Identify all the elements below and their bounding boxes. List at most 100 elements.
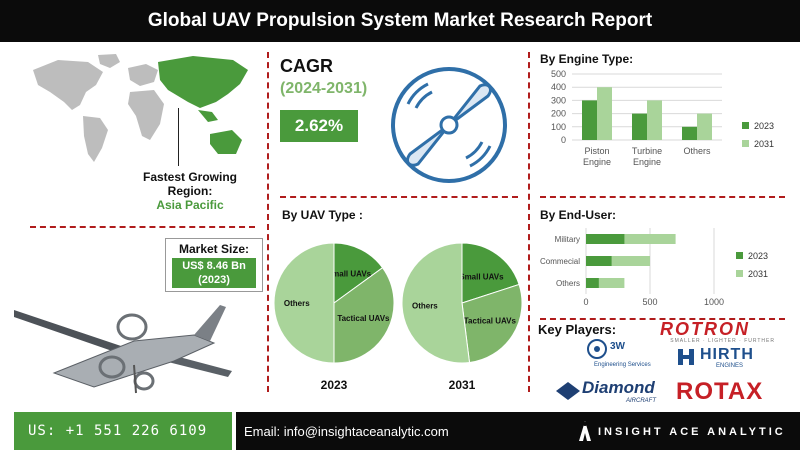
pie-slice-label: Tactical UAVs <box>464 317 517 326</box>
footer-info-bar <box>236 412 800 450</box>
market-size-year: (2023) <box>198 274 230 286</box>
enduser-legend-swatch <box>736 270 743 277</box>
engine-legend-swatch <box>742 140 749 147</box>
enduser-x-tick: 1000 <box>704 297 724 307</box>
pie-slice <box>461 283 523 364</box>
engine-x-label: Piston <box>584 146 609 156</box>
engine-y-tick: 200 <box>551 109 566 119</box>
uav-rotor-2 <box>98 355 126 379</box>
pie-slice-label: Others <box>412 301 438 310</box>
key-players-title: Key Players: <box>538 322 617 337</box>
uav-landing-gear <box>133 364 137 394</box>
diamond-logo-mark <box>556 382 580 400</box>
engine-y-tick: 400 <box>551 82 566 92</box>
pie-year-label: 2031 <box>449 378 476 392</box>
enduser-legend-label: 2023 <box>748 251 768 261</box>
uav-wing-left <box>14 310 124 353</box>
pie-slice <box>461 242 520 304</box>
hirth-logo-mark <box>678 349 694 365</box>
enduser-x-tick: 500 <box>642 297 657 307</box>
footer-phone-bar <box>14 412 232 450</box>
uav-rotor-1 <box>116 313 148 341</box>
market-size-label: Market Size: <box>178 242 250 256</box>
enduser-bar-2031 <box>586 256 650 266</box>
enduser-y-label: Commecial <box>540 257 580 266</box>
enduser-legend-swatch <box>736 252 743 259</box>
map-europe <box>128 64 158 86</box>
pie-slice-label: Tactical UAVs <box>337 314 390 323</box>
map-asia-pacific <box>158 56 248 108</box>
engine-bar-2031 <box>597 87 612 140</box>
uav-aircraft-image <box>14 305 232 394</box>
engine-y-tick: 300 <box>551 95 566 105</box>
pie-slice-label: Small UAVs <box>459 272 504 281</box>
map-north-america <box>33 60 103 110</box>
engine-legend-label: 2031 <box>754 139 774 149</box>
engine-x-label: Engine <box>633 157 661 167</box>
rotron-tagline: SMALLER · LIGHTER · FURTHER <box>670 338 775 344</box>
rotron-logo-text: ROTRON <box>660 319 750 339</box>
hirth-logo: HIRTH ENGINES <box>676 346 776 370</box>
engine-legend-swatch <box>742 122 749 129</box>
engine-bar-2031 <box>647 100 662 140</box>
diamond-logo-text: Diamond <box>582 378 655 397</box>
pie-slice <box>333 267 395 364</box>
cagr-label: CAGR <box>280 56 333 76</box>
enduser-bar-2023-front <box>586 256 612 266</box>
diamond-tagline: AIRCRAFT <box>626 398 656 404</box>
engine-y-tick: 0 <box>561 135 566 145</box>
market-size-value: US$ 8.46 Bn <box>182 260 246 272</box>
propeller-icon <box>391 67 507 183</box>
uav-rotor-3 <box>133 371 155 391</box>
divider-left <box>267 52 269 392</box>
footer-phone[interactable]: US: +1 551 226 6109 <box>28 423 208 439</box>
pie-slice <box>401 242 471 364</box>
uav-tail <box>194 305 226 341</box>
engine-x-label: Engine <box>583 157 611 167</box>
uav-fuselage <box>52 334 216 388</box>
enduser-x-tick: 0 <box>583 297 588 307</box>
map-australia <box>210 130 242 154</box>
fastest-growing-label: Fastest Growing Region: <box>142 170 237 198</box>
engine-bar-2023 <box>582 100 597 140</box>
enduser-y-label: Others <box>556 279 580 288</box>
region-pointer-line <box>178 108 179 166</box>
rotax-logo: ROTAX <box>676 378 764 405</box>
engine-legend-label: 2023 <box>754 121 774 131</box>
footer-brand: INSIGHT ACE ANALYTIC <box>598 426 786 438</box>
pie-slice-label: Small UAVs <box>327 270 372 279</box>
engine-type-chart: 0100200300400500PistonEngineTurbineEngin… <box>551 69 774 167</box>
fastest-growing-value: Asia Pacific <box>156 198 224 212</box>
engine-x-label: Turbine <box>632 146 662 156</box>
end-user-chart-title: By End-User: <box>540 208 617 222</box>
uav-type-chart-title: By UAV Type : <box>282 208 363 222</box>
engine-bar-2023 <box>632 113 647 140</box>
divider-left-horizontal <box>30 226 255 228</box>
divider-right-horizontal-2 <box>540 318 785 320</box>
world-map <box>33 54 248 162</box>
pie-slice-label: Others <box>284 299 310 308</box>
hirth-logo-text: HIRTH <box>700 346 754 363</box>
map-africa <box>128 90 164 140</box>
pie-slice <box>333 242 384 304</box>
market-size-value-box: US$ 8.46 Bn (2023) <box>172 258 256 288</box>
3w-logo: 3W Engineering Services <box>586 338 656 372</box>
enduser-y-label: Military <box>555 235 580 244</box>
engine-bar-2031 <box>697 113 712 140</box>
engine-chart-title: By Engine Type: <box>540 52 634 66</box>
divider-middle-horizontal <box>280 196 518 198</box>
engine-y-tick: 500 <box>551 69 566 79</box>
enduser-legend-label: 2031 <box>748 269 768 279</box>
cagr-period: (2024-2031) <box>280 80 368 97</box>
map-south-america <box>83 116 108 162</box>
3w-logo-mark <box>587 339 607 359</box>
enduser-bar-2023-front <box>586 278 599 288</box>
footer-email[interactable]: Email: info@insightaceanalytic.com <box>244 424 449 439</box>
enduser-bar-2031 <box>586 278 625 288</box>
brand-logo-icon <box>579 421 591 441</box>
hirth-tagline: ENGINES <box>716 363 744 369</box>
pie-slice <box>273 242 335 364</box>
page-title: Global UAV Propulsion System Market Rese… <box>0 0 800 42</box>
enduser-bar-2031 <box>586 234 676 244</box>
engine-bar-2023 <box>682 126 697 140</box>
